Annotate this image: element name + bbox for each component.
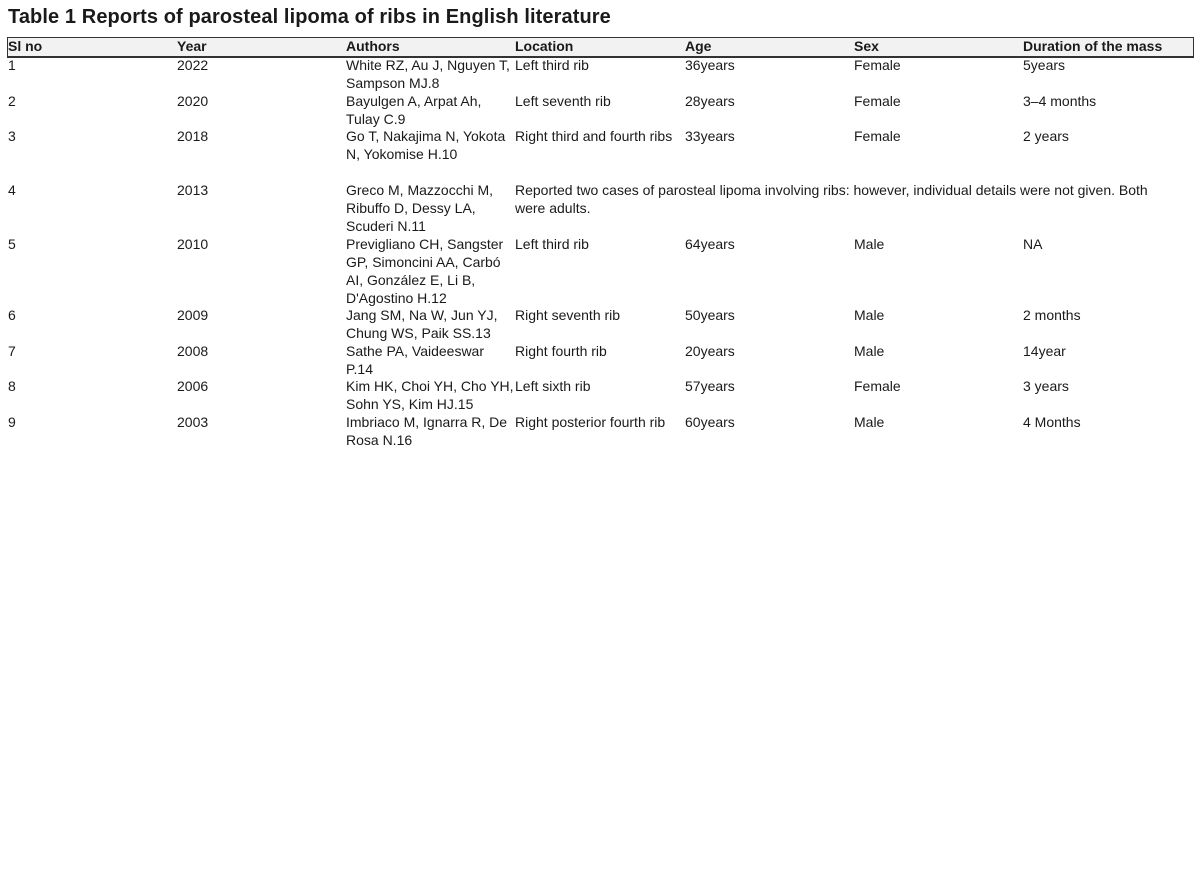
- cell-sl: 2: [8, 93, 16, 109]
- cell-sex: Male: [854, 414, 885, 430]
- cell-sl: 1: [8, 57, 16, 73]
- table-title: Table 1 Reports of parosteal lipoma of r…: [8, 6, 611, 28]
- cell-authors: Jang SM, Na W, Jun YJ, Chung WS, Paik SS…: [346, 307, 498, 341]
- cell-age: 28years: [685, 93, 735, 109]
- cell-year: 2003: [177, 414, 209, 430]
- header-sex: Sex: [854, 38, 879, 54]
- cell-age: 60years: [685, 414, 735, 430]
- cell-age: 20years: [685, 343, 735, 359]
- cell-sex: Female: [854, 128, 901, 144]
- cell-location: Left seventh rib: [515, 93, 611, 109]
- cell-sex: Female: [854, 57, 901, 73]
- cell-year: 2018: [177, 128, 209, 144]
- cell-duration: 4 Months: [1023, 414, 1081, 430]
- header-authors: Authors: [346, 38, 400, 54]
- cell-authors: Previgliano CH, Sangster GP, Simoncini A…: [346, 236, 504, 306]
- cell-sl: 8: [8, 378, 16, 394]
- cell-sex: Male: [854, 236, 885, 252]
- cell-age: 64years: [685, 236, 735, 252]
- cell-year: 2013: [177, 182, 209, 198]
- cell-authors: Go T, Nakajima N, Yokota N, Yokomise H.1…: [346, 128, 506, 162]
- cell-age: 50years: [685, 307, 735, 323]
- cell-location: Right fourth rib: [515, 343, 607, 359]
- cell-note: Reported two cases of parosteal lipoma i…: [515, 182, 1148, 216]
- cell-year: 2006: [177, 378, 209, 394]
- cell-duration: 14year: [1023, 343, 1066, 359]
- cell-sex: Male: [854, 307, 885, 323]
- cell-sex: Female: [854, 378, 901, 394]
- cell-authors: Sathe PA, Vaideeswar P.14: [346, 343, 485, 377]
- cell-sex: Female: [854, 93, 901, 109]
- cell-duration: 3 years: [1023, 378, 1069, 394]
- cell-sl: 9: [8, 414, 16, 430]
- cell-authors: Kim HK, Choi YH, Cho YH, Sohn YS, Kim HJ…: [346, 378, 514, 412]
- cell-sex: Male: [854, 343, 885, 359]
- cell-year: 2022: [177, 57, 209, 73]
- cell-duration: 2 months: [1023, 307, 1081, 323]
- cell-authors: Imbriaco M, Ignarra R, De Rosa N.16: [346, 414, 508, 448]
- cell-sl: 6: [8, 307, 16, 323]
- cell-age: 33years: [685, 128, 735, 144]
- header-duration: Duration of the mass: [1023, 38, 1163, 54]
- cell-year: 2008: [177, 343, 209, 359]
- header-sl-no: Sl no: [8, 38, 43, 54]
- cell-sl: 7: [8, 343, 16, 359]
- cell-location: Left sixth rib: [515, 378, 591, 394]
- cell-year: 2010: [177, 236, 209, 252]
- cell-duration: 3–4 months: [1023, 93, 1097, 109]
- cell-location: Left third rib: [515, 57, 589, 73]
- header-age: Age: [685, 38, 712, 54]
- cell-age: 57years: [685, 378, 735, 394]
- cell-location: Right posterior fourth rib: [515, 414, 666, 430]
- cell-sl: 5: [8, 236, 16, 252]
- cell-authors: Bayulgen A, Arpat Ah, Tulay C.9: [346, 93, 482, 127]
- header-year: Year: [177, 38, 207, 54]
- cell-location: Right third and fourth ribs: [515, 128, 673, 144]
- cell-duration: 5years: [1023, 57, 1066, 73]
- cell-sl: 3: [8, 128, 16, 144]
- table-header: Sl no Year Authors Location Age Sex Dura…: [7, 37, 1194, 58]
- cell-duration: NA: [1023, 236, 1043, 252]
- cell-year: 2009: [177, 307, 209, 323]
- cell-sl: 4: [8, 182, 16, 198]
- cell-year: 2020: [177, 93, 209, 109]
- cell-authors: White RZ, Au J, Nguyen T, Sampson MJ.8: [346, 57, 510, 91]
- cell-age: 36years: [685, 57, 735, 73]
- header-location: Location: [515, 38, 574, 54]
- cell-authors: Greco M, Mazzocchi M, Ribuffo D, Dessy L…: [346, 182, 494, 234]
- cell-location: Right seventh rib: [515, 307, 621, 323]
- cell-location: Left third rib: [515, 236, 589, 252]
- cell-duration: 2 years: [1023, 128, 1069, 144]
